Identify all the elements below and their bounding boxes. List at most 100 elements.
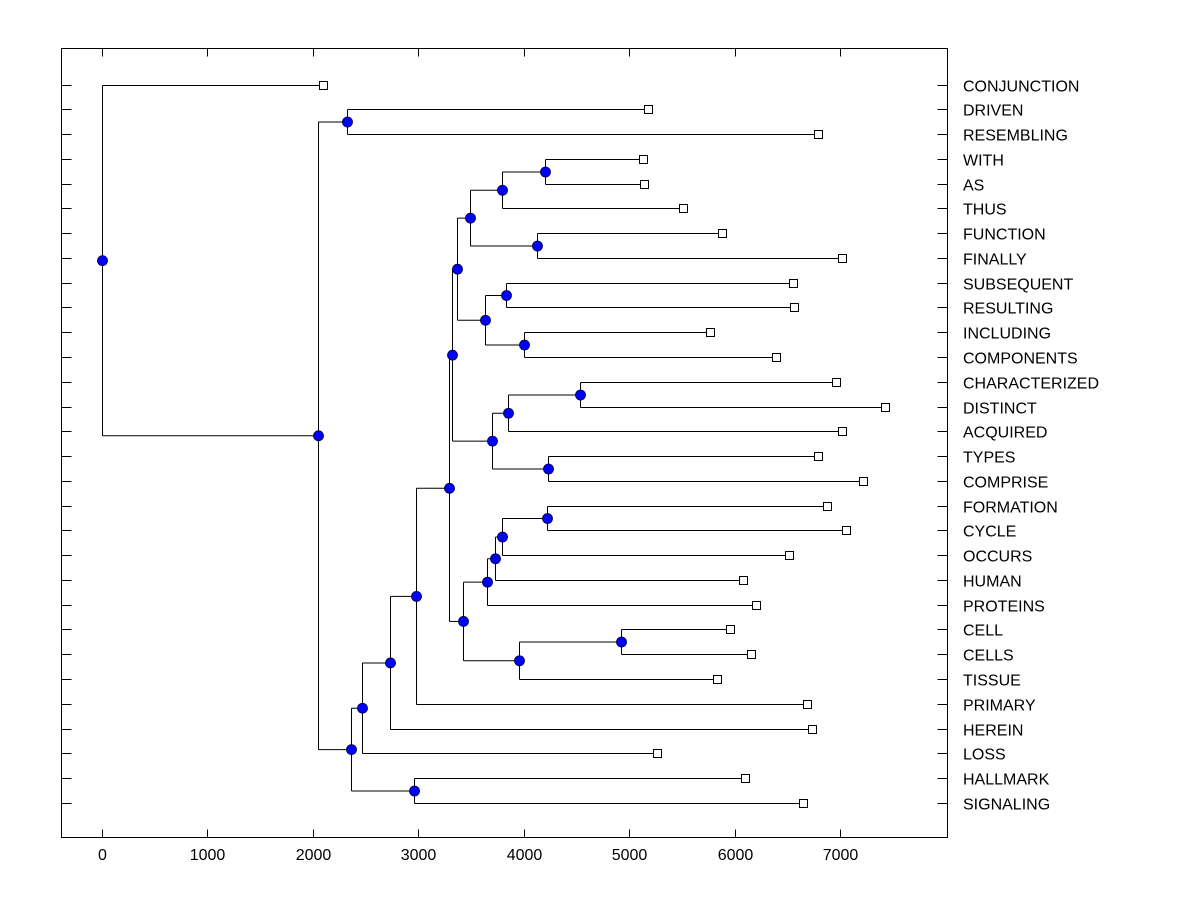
leaf-marker (799, 799, 808, 808)
leaf-label: AS (963, 178, 984, 195)
x-tick-label: 1000 (190, 847, 226, 864)
leaf-marker (790, 303, 799, 312)
node-marker (342, 116, 353, 128)
node-marker (444, 482, 455, 494)
node-marker (385, 657, 396, 669)
leaf-marker (747, 650, 756, 659)
leaf-marker (741, 774, 750, 783)
leaf-label: CELLS (963, 648, 1014, 665)
leaf-label: ACQUIRED (963, 425, 1047, 442)
leaf-marker (814, 452, 823, 461)
x-tick-label: 0 (98, 847, 107, 864)
leaf-marker (726, 625, 735, 634)
x-tick-label: 5000 (612, 847, 648, 864)
leaf-label: TISSUE (963, 673, 1021, 690)
leaf-label: DRIVEN (963, 103, 1023, 120)
x-tick-label: 4000 (507, 847, 543, 864)
node-marker (497, 531, 508, 543)
leaf-marker (752, 601, 761, 610)
leaf-marker (640, 180, 649, 189)
leaf-labels: CONJUNCTION DRIVEN RESEMBLING WITH AS THUS FUN… (963, 79, 1099, 814)
leaf-marker (808, 725, 817, 734)
leaf-label: TYPES (963, 450, 1015, 467)
node-marker (497, 184, 508, 196)
leaf-label: RESEMBLING (963, 128, 1068, 145)
node-marker (458, 616, 469, 627)
leaf-label: FORMATION (963, 500, 1058, 517)
leaf-marker (639, 155, 648, 164)
leaf-marker (803, 700, 812, 709)
node-marker (411, 590, 422, 602)
leaf-marker (718, 229, 727, 238)
tree-leaves (319, 81, 890, 808)
leaf-marker (679, 204, 688, 213)
node-marker (519, 339, 530, 351)
node-marker (480, 314, 491, 326)
leaf-label: CONJUNCTION (963, 79, 1079, 96)
node-marker (514, 655, 525, 667)
node-marker (501, 290, 512, 301)
leaf-marker (653, 749, 662, 758)
leaf-marker (881, 403, 890, 412)
leaf-label: HEREIN (963, 723, 1023, 740)
x-axis-ticks (102, 48, 841, 838)
leaf-marker (772, 353, 781, 362)
leaf-marker (842, 526, 851, 535)
leaf-label: SUBSEQUENT (963, 277, 1073, 294)
leaf-label: LOSS (963, 747, 1006, 764)
node-marker (409, 785, 420, 797)
leaf-marker (644, 105, 653, 114)
leaf-label: CELL (963, 623, 1003, 640)
leaf-marker (838, 427, 847, 436)
node-marker (503, 407, 514, 419)
node-marker (97, 255, 108, 267)
node-marker (465, 212, 476, 224)
node-marker (357, 702, 368, 714)
node-marker (540, 166, 551, 178)
node-marker (490, 553, 501, 565)
leaf-label: PROTEINS (963, 599, 1045, 616)
node-marker (482, 576, 493, 588)
x-tick-labels: 0 1000 2000 3000 4000 5000 6000 7000 (98, 847, 858, 864)
leaf-label: HUMAN (963, 574, 1022, 591)
node-marker (487, 435, 498, 447)
leaf-marker (814, 130, 823, 139)
leaf-marker (713, 675, 722, 684)
node-marker (452, 263, 463, 275)
leaf-label: COMPONENTS (963, 351, 1078, 368)
node-marker (575, 389, 586, 401)
leaf-label: INCLUDING (963, 326, 1051, 343)
leaf-label: OCCURS (963, 549, 1032, 566)
x-tick-label: 2000 (296, 847, 332, 864)
node-marker (543, 463, 554, 475)
node-marker (447, 349, 458, 361)
leaf-marker (785, 551, 794, 560)
plot-frame (61, 48, 948, 838)
node-marker (616, 636, 627, 648)
leaf-label: DISTINCT (963, 401, 1037, 418)
leaf-marker (789, 279, 798, 288)
leaf-marker (319, 81, 328, 90)
leaf-label: PRIMARY (963, 698, 1036, 715)
leaf-label: SIGNALING (963, 797, 1050, 814)
y-axis-ticks (61, 85, 948, 804)
leaf-marker (739, 576, 748, 585)
node-marker (532, 240, 543, 252)
leaf-marker (832, 378, 841, 387)
x-tick-label: 6000 (718, 847, 754, 864)
leaf-label: COMPRISE (963, 475, 1048, 492)
x-tick-label: 7000 (823, 847, 859, 864)
leaf-marker (859, 477, 868, 486)
leaf-label: HALLMARK (963, 772, 1050, 789)
leaf-label: CYCLE (963, 524, 1016, 541)
x-tick-label: 3000 (401, 847, 437, 864)
node-marker (313, 430, 324, 442)
leaf-label: WITH (963, 153, 1004, 170)
node-marker (542, 513, 553, 524)
leaf-label: CHARACTERIZED (963, 376, 1099, 393)
leaf-marker (706, 328, 715, 337)
leaf-marker (823, 502, 832, 511)
leaf-label: FUNCTION (963, 227, 1046, 244)
leaf-marker (838, 254, 847, 263)
